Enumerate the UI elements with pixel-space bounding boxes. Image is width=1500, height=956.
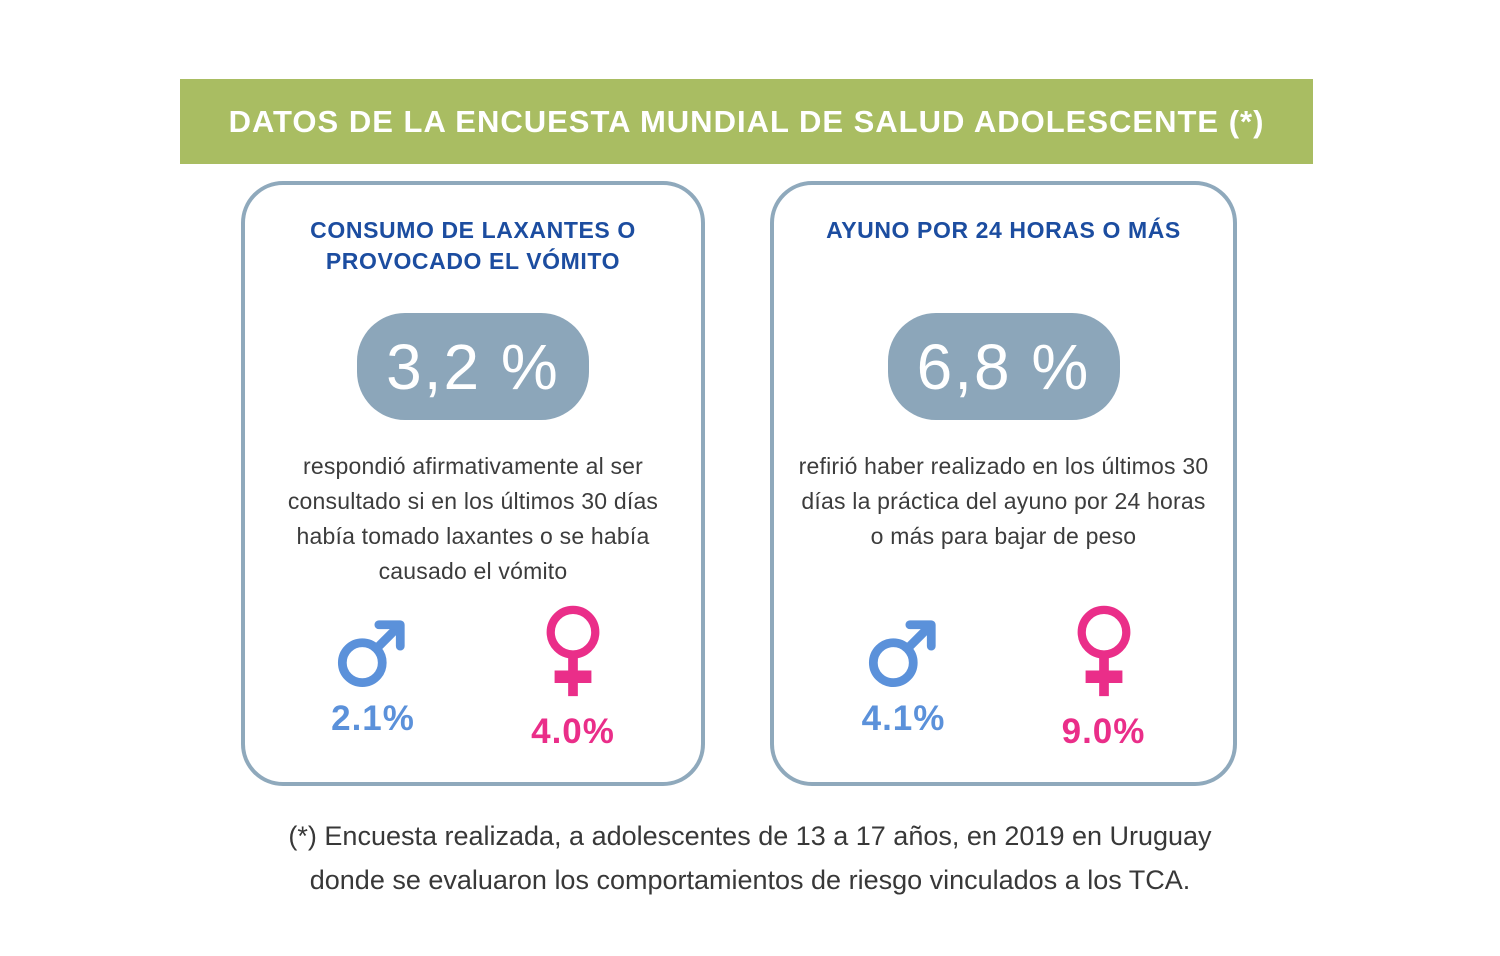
card-title: AYUNO POR 24 HORAS O MÁS (826, 217, 1181, 243)
male-icon (336, 615, 410, 689)
stat-value: 6,8 % (916, 330, 1091, 403)
female-percentage: 4.0% (531, 712, 615, 751)
male-percentage: 2.1% (331, 699, 415, 738)
card-ayuno-24-horas: AYUNO POR 24 HORAS O MÁS 6,8 % refirió h… (770, 181, 1237, 786)
footnote: (*) Encuesta realizada, a adolescentes d… (0, 814, 1500, 902)
stat-value: 3,2 % (386, 330, 560, 403)
gender-breakdown: 4.1% 9.0% (774, 605, 1233, 752)
footnote-line-2: donde se evaluaron los comportamientos d… (309, 865, 1191, 895)
card-description: refirió haber realizado en los últimos 3… (798, 453, 1209, 549)
male-stat-group: 2.1% (302, 605, 444, 752)
page-title: DATOS DE LA ENCUESTA MUNDIAL DE SALUD AD… (228, 103, 1265, 139)
male-stat-group: 4.1% (833, 605, 975, 752)
female-icon (542, 605, 604, 702)
male-percentage: 4.1% (861, 699, 946, 738)
female-percentage: 9.0% (1061, 712, 1146, 751)
stat-pill: 6,8 % (887, 313, 1120, 420)
stat-pill: 3,2 % (357, 313, 589, 420)
female-stat-group: 9.0% (1033, 605, 1175, 752)
footnote-line-1: (*) Encuesta realizada, a adolescentes d… (288, 821, 1212, 851)
gender-breakdown: 2.1% 4.0% (245, 605, 701, 752)
female-stat-group: 4.0% (502, 605, 644, 752)
male-icon (867, 615, 941, 689)
header-banner: DATOS DE LA ENCUESTA MUNDIAL DE SALUD AD… (180, 79, 1313, 164)
card-description: respondió afirmativamente al ser consult… (287, 453, 659, 584)
card-title: CONSUMO DE LAXANTES O PROVOCADO EL VÓMIT… (310, 217, 636, 274)
card-laxantes-vomito: CONSUMO DE LAXANTES O PROVOCADO EL VÓMIT… (241, 181, 705, 786)
female-icon (1073, 605, 1135, 702)
